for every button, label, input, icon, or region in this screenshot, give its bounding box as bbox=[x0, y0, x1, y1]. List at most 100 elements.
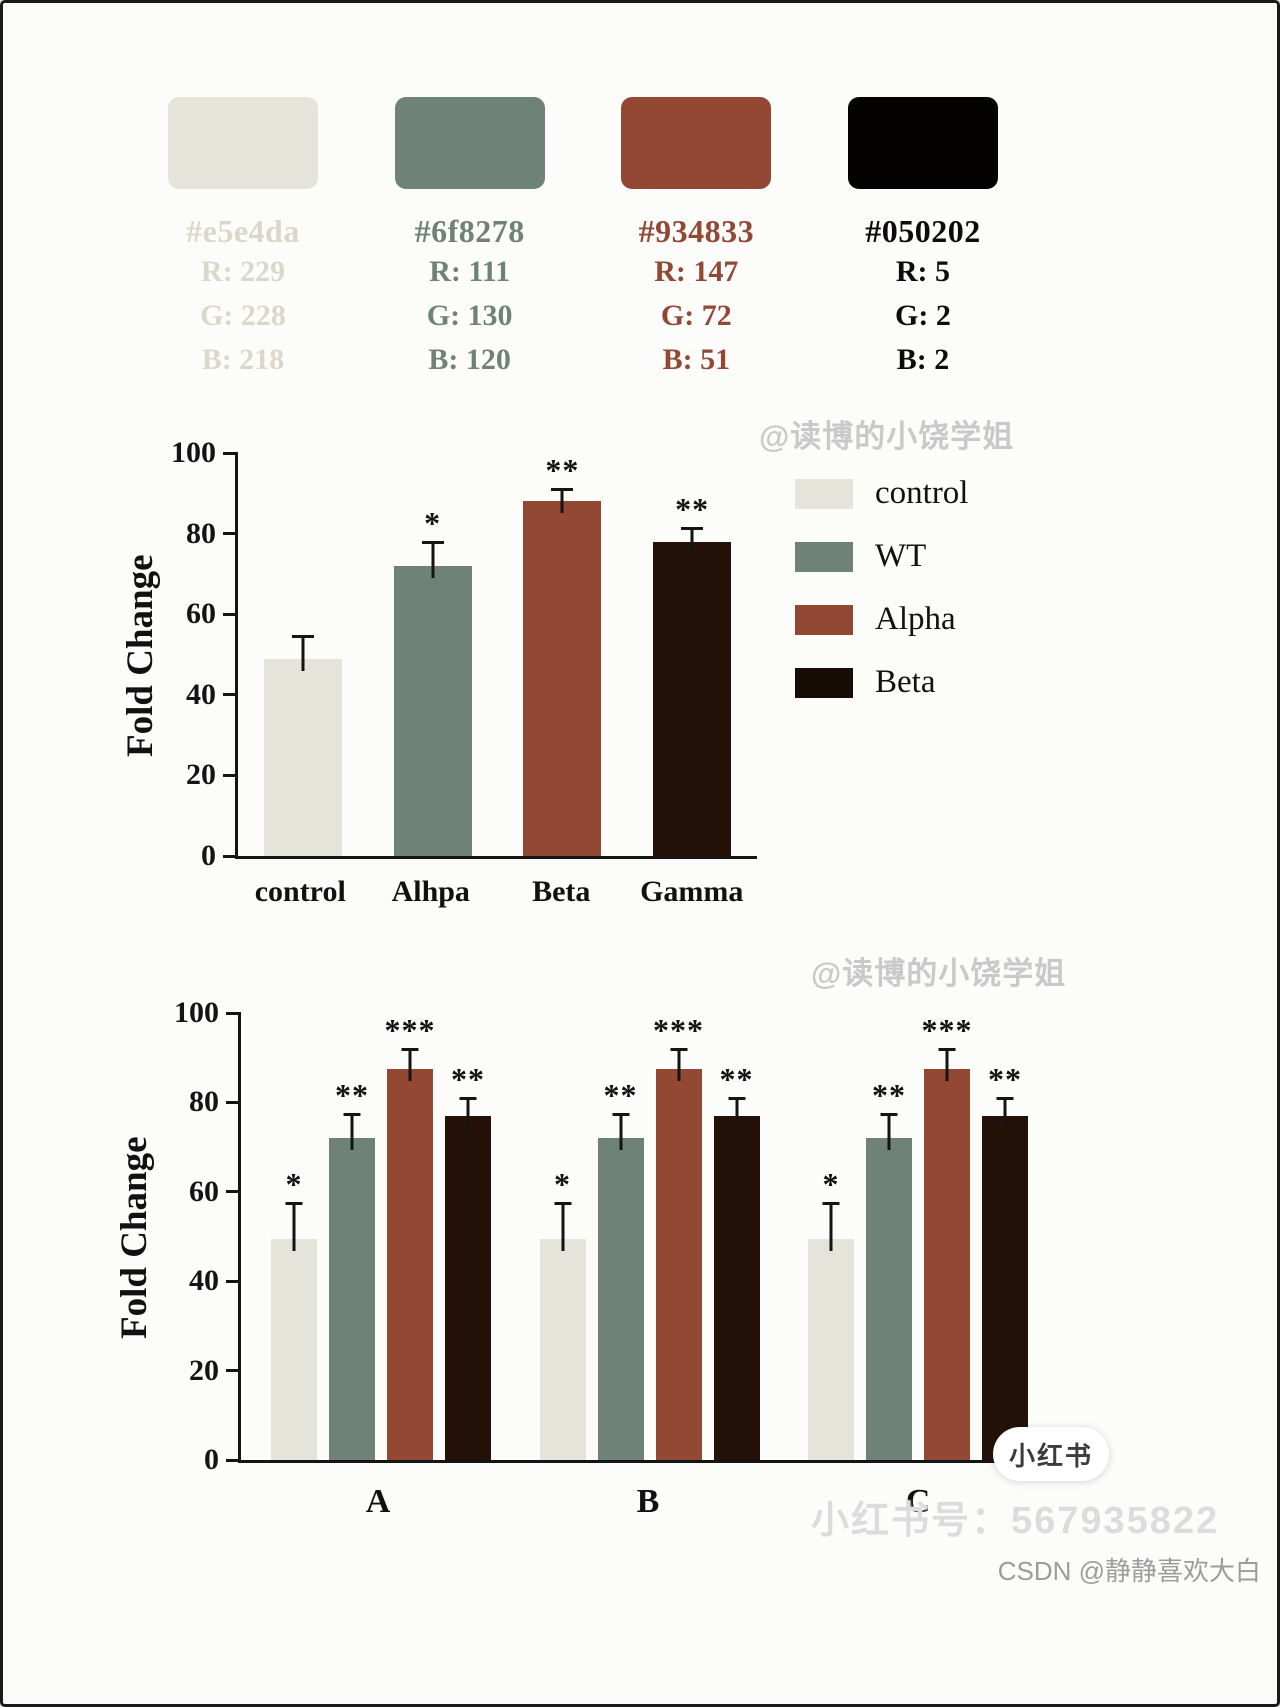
x-label: Alhpa bbox=[391, 875, 470, 908]
y-tick-label: 60 bbox=[189, 1174, 219, 1208]
legend-item: Beta bbox=[795, 664, 968, 701]
xiaohongshu-id: 小红书号：567935822 bbox=[811, 1500, 1220, 1542]
error-bar-cap bbox=[996, 1097, 1014, 1101]
legend-label: control bbox=[875, 475, 969, 511]
legend-label: WT bbox=[875, 538, 927, 574]
y-tick-mark bbox=[223, 693, 238, 697]
error-bar bbox=[829, 1205, 833, 1251]
y-tick-mark bbox=[223, 451, 238, 455]
error-bar-cap bbox=[880, 1112, 898, 1116]
error-bar-cap bbox=[459, 1097, 477, 1101]
y-tick-label: 20 bbox=[186, 758, 216, 792]
significance-stars: ** bbox=[545, 452, 580, 489]
y-tick-label: 60 bbox=[186, 597, 216, 631]
grouped-bar-chart: @读博的小饶学姐 Fold Change 0 20 40 60 80 100 * ** *** *… bbox=[3, 948, 1277, 1558]
bar-slot-Gamma: ** bbox=[627, 453, 757, 856]
rgb-value: R: 147 bbox=[654, 255, 739, 288]
significance-stars: ** bbox=[719, 1061, 754, 1098]
significance-stars: * bbox=[822, 1166, 840, 1203]
y-tick-mark bbox=[226, 1279, 241, 1283]
y-tick-mark bbox=[226, 1458, 241, 1462]
error-bar bbox=[350, 1115, 354, 1151]
significance-stars: ** bbox=[335, 1076, 369, 1113]
legend-item: Alpha bbox=[795, 601, 968, 638]
bar bbox=[387, 1068, 433, 1460]
y-tick-label: 80 bbox=[186, 516, 216, 550]
y-tick-label: 0 bbox=[201, 839, 216, 872]
x-axis-labels: control Alhpa Beta Gamma bbox=[235, 875, 757, 909]
group-label: C bbox=[905, 1483, 931, 1520]
rgb-value: B: 218 bbox=[201, 343, 285, 376]
bar bbox=[597, 1138, 644, 1460]
legend-item: WT bbox=[795, 538, 968, 575]
error-bar-cap bbox=[343, 1112, 361, 1116]
legend: control WT Alpha Beta bbox=[795, 475, 968, 701]
bar-slot-WT: ** bbox=[592, 1013, 650, 1460]
sticker-badge: 小红书 bbox=[993, 1427, 1109, 1481]
significance-stars: * bbox=[424, 504, 442, 541]
y-tick-mark bbox=[226, 1100, 241, 1104]
rgb-value: R: 111 bbox=[429, 255, 511, 288]
legend-label: Alpha bbox=[875, 601, 956, 637]
error-bar-cap bbox=[421, 540, 444, 544]
rgb-value: B: 2 bbox=[896, 343, 950, 376]
bar-group-A: * ** *** ** bbox=[265, 1013, 497, 1460]
error-bar bbox=[560, 491, 564, 514]
significance-stars: *** bbox=[921, 1012, 973, 1048]
error-bar bbox=[301, 638, 305, 671]
palette-column-2: #6f8278 R: 111 G: 130 B: 120 bbox=[370, 97, 570, 382]
color-swatch bbox=[621, 97, 772, 189]
rgb-value: G: 2 bbox=[895, 299, 951, 332]
error-bar bbox=[561, 1205, 564, 1251]
legend-swatch bbox=[795, 667, 853, 698]
error-bar-cap bbox=[938, 1048, 956, 1051]
error-bar bbox=[1003, 1100, 1007, 1128]
rgb-value: R: 229 bbox=[200, 255, 286, 288]
significance-stars: * bbox=[554, 1166, 571, 1203]
error-bar-cap bbox=[285, 1202, 303, 1206]
y-tick-label: 100 bbox=[174, 996, 219, 1029]
bar-slot-Beta: ** bbox=[498, 453, 628, 856]
bar-group-B: * ** *** ** bbox=[534, 1013, 766, 1460]
bar bbox=[539, 1238, 586, 1460]
legend-label: Beta bbox=[875, 664, 936, 700]
bar bbox=[393, 565, 472, 856]
bar bbox=[924, 1068, 970, 1460]
rgb-value: B: 51 bbox=[662, 343, 731, 376]
palette-column-4: #050202 R: 5 G: 2 B: 2 bbox=[823, 97, 1023, 382]
y-tick-mark bbox=[223, 773, 238, 777]
bar bbox=[866, 1138, 912, 1460]
error-bar bbox=[292, 1205, 296, 1251]
bar-slot-Alpha: *** bbox=[650, 1013, 708, 1460]
watermark: @读博的小饶学姐 bbox=[759, 419, 1015, 454]
bar-slot-Beta: ** bbox=[439, 1013, 497, 1460]
hex-label: #6f8278 bbox=[414, 213, 525, 249]
error-bar-cap bbox=[291, 635, 314, 639]
error-bar bbox=[735, 1100, 738, 1128]
bar-group-C: * ** *** ** bbox=[802, 1013, 1034, 1460]
group-label: B bbox=[636, 1483, 660, 1520]
bar bbox=[653, 541, 732, 856]
y-tick-label: 40 bbox=[189, 1264, 219, 1298]
palette-column-3: #934833 R: 147 G: 72 B: 51 bbox=[596, 97, 796, 382]
bar-slot-Alpha: *** bbox=[918, 1013, 976, 1460]
y-tick-label: 80 bbox=[189, 1085, 219, 1119]
error-bar bbox=[408, 1051, 412, 1081]
x-label: Beta bbox=[532, 875, 591, 908]
rgb-value: G: 130 bbox=[426, 299, 513, 332]
sticker-text: 小红书 bbox=[1008, 1440, 1093, 1471]
error-bar-cap bbox=[728, 1097, 745, 1101]
color-swatch bbox=[847, 97, 998, 189]
group-label: A bbox=[365, 1483, 391, 1520]
bar-slot-WT: ** bbox=[323, 1013, 381, 1460]
y-tick-mark bbox=[223, 854, 238, 858]
color-palette: #e5e4da R: 229 G: 228 B: 218 #6f8278 R: 111 G:… bbox=[143, 97, 1023, 382]
error-bar-cap bbox=[401, 1048, 419, 1051]
bar bbox=[271, 1238, 317, 1460]
y-tick-label: 40 bbox=[186, 677, 216, 711]
significance-stars: ** bbox=[872, 1076, 906, 1113]
bar-slot-Alpha: *** bbox=[381, 1013, 439, 1460]
legend-swatch bbox=[795, 478, 853, 509]
legend-item: control bbox=[795, 475, 968, 512]
